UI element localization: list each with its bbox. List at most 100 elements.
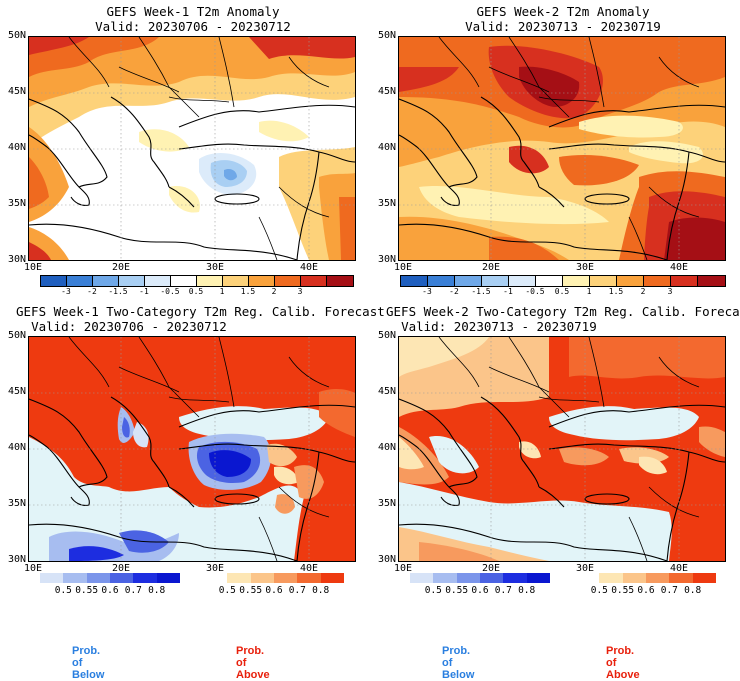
colorbar-tick-label: -1.5 — [471, 287, 491, 296]
lon-label-10e: 10E — [24, 262, 43, 273]
colorbar-tick-label: -1 — [503, 287, 513, 296]
colorbar-tick-label: 0.5 — [188, 287, 204, 296]
prob-below-colorbar-swatch — [109, 573, 134, 583]
lat-label-40n: 40N — [377, 442, 396, 453]
lat-label-50n: 50N — [377, 30, 396, 41]
colorbar-tick-label: 0.55 — [239, 585, 263, 596]
lat-label-50n: 50N — [7, 30, 26, 41]
anomaly-colorbar-swatch — [275, 276, 301, 286]
prob-below-colorbar-swatch — [40, 573, 64, 583]
lat-label-40n: 40N — [7, 442, 26, 453]
colorbar-week2-anomaly — [400, 275, 726, 287]
colorbar-tick-label: -3 — [422, 287, 432, 296]
prob-below-colorbar-swatch — [456, 573, 480, 583]
anomaly-colorbar-swatch — [698, 276, 725, 286]
colorbar-tick-label: 0.7 — [660, 585, 678, 596]
colorbar-tick-label: 3 — [297, 287, 303, 296]
lon-label-40e: 40E — [300, 262, 319, 273]
lat-label-45n: 45N — [7, 386, 26, 397]
lon-label-40e: 40E — [300, 563, 319, 574]
colorbar-tick-label: 0.5 — [218, 585, 236, 596]
colorbar-tick-label: 0.7 — [494, 585, 512, 596]
lat-label-45n: 45N — [7, 86, 26, 97]
colorbar-tick-label: 0.5 — [590, 585, 608, 596]
colorbar-prob-above-week1 — [204, 573, 344, 583]
lat-label-40n: 40N — [377, 142, 396, 153]
colorbar-tick-label: -3 — [61, 287, 71, 296]
lon-label-10e: 10E — [394, 262, 413, 273]
anomaly-colorbar-swatch — [617, 276, 644, 286]
colorbar-tick-label: -1.5 — [108, 287, 128, 296]
panel-title-week2-anomaly: GEFS Week-2 T2m Anomaly Valid: 20230713 -… — [465, 4, 661, 34]
anomaly-colorbar-swatch — [401, 276, 428, 286]
lon-label-20e: 20E — [112, 262, 131, 273]
anomaly-colorbar-swatch — [428, 276, 455, 286]
colorbar-tick-label: 1.5 — [608, 287, 624, 296]
lat-label-35n: 35N — [377, 198, 396, 209]
lat-label-30n: 30N — [7, 554, 26, 565]
colorbar-tick-label: 0.7 — [124, 585, 142, 596]
colorbar-tick-label: -2 — [87, 287, 97, 296]
colorbar-tick-label: -2 — [449, 287, 459, 296]
colorbar-tick-label: 0.6 — [265, 585, 283, 596]
anomaly-colorbar-swatch — [41, 276, 67, 286]
lon-label-10e: 10E — [394, 563, 413, 574]
map-week2-anomaly — [398, 36, 726, 261]
colorbar-tick-label: 0.6 — [471, 585, 489, 596]
colorbar-tick-label: 2 — [640, 287, 646, 296]
colorbar-tick-label: 0.55 — [445, 585, 469, 596]
lon-label-20e: 20E — [112, 563, 131, 574]
lon-label-30e: 30E — [576, 563, 595, 574]
lon-label-30e: 30E — [576, 262, 595, 273]
colorbar-tick-label: 0.8 — [148, 585, 166, 596]
lon-label-40e: 40E — [670, 563, 689, 574]
prob-above-colorbar-swatch — [692, 573, 716, 583]
colorbar-tick-label: -0.5 — [525, 287, 545, 296]
map-week2-prob — [398, 336, 726, 562]
colorbar-tick-label: 0.8 — [684, 585, 702, 596]
anomaly-colorbar-swatch — [671, 276, 698, 286]
colorbar-prob-above-week2 — [576, 573, 716, 583]
colorbar-tick-label: 0.6 — [101, 585, 119, 596]
lat-label-40n: 40N — [7, 142, 26, 153]
prob-below-colorbar-swatch — [86, 573, 110, 583]
lat-label-35n: 35N — [7, 498, 26, 509]
colorbar-tick-label: 2 — [271, 287, 277, 296]
prob-above-colorbar-swatch — [250, 573, 274, 583]
prob-above-colorbar-swatch — [669, 573, 693, 583]
lat-label-35n: 35N — [7, 198, 26, 209]
colorbar-tick-label: 0.8 — [518, 585, 536, 596]
map-week1-anomaly — [28, 36, 356, 261]
anomaly-colorbar-swatch — [536, 276, 563, 286]
lat-label-45n: 45N — [377, 86, 396, 97]
colorbar-tick-label: 1 — [586, 287, 592, 296]
panel-title-week1-prob: GEFS Week-1 Two-Category T2m Reg. Calib.… — [16, 304, 385, 334]
panel-title-week2-prob: GEFS Week-2 Two-Category T2m Reg. Calib.… — [386, 304, 740, 334]
anomaly-colorbar-swatch — [223, 276, 249, 286]
anomaly-colorbar-swatch — [644, 276, 671, 286]
prob-above-colorbar-swatch — [297, 573, 321, 583]
prob-below-colorbar-swatch — [63, 573, 87, 583]
anomaly-colorbar-swatch — [563, 276, 590, 286]
colorbar-tick-label: 0.6 — [637, 585, 655, 596]
colorbar-tick-label: 1 — [219, 287, 225, 296]
prob-below-colorbar-swatch — [410, 573, 434, 583]
colorbar-week1-anomaly — [40, 275, 354, 287]
prob-above-colorbar-swatch — [645, 573, 670, 583]
lon-label-20e: 20E — [482, 563, 501, 574]
lat-label-50n: 50N — [377, 330, 396, 341]
colorbar-tick-label: 0.5 — [424, 585, 442, 596]
prob-below-label-week2: Prob. of Below — [442, 645, 475, 681]
lon-label-30e: 30E — [206, 563, 225, 574]
colorbar-tick-label: 1.5 — [240, 287, 256, 296]
colorbar-prob-below-week1 — [40, 573, 180, 583]
lon-label-10e: 10E — [24, 563, 43, 574]
lon-label-40e: 40E — [670, 262, 689, 273]
anomaly-colorbar-swatch — [67, 276, 93, 286]
prob-below-colorbar-swatch — [156, 573, 180, 583]
lat-label-30n: 30N — [377, 254, 396, 265]
map-week1-prob — [28, 336, 356, 562]
anomaly-colorbar-swatch — [455, 276, 482, 286]
anomaly-colorbar-swatch — [249, 276, 275, 286]
anomaly-colorbar-swatch — [301, 276, 327, 286]
